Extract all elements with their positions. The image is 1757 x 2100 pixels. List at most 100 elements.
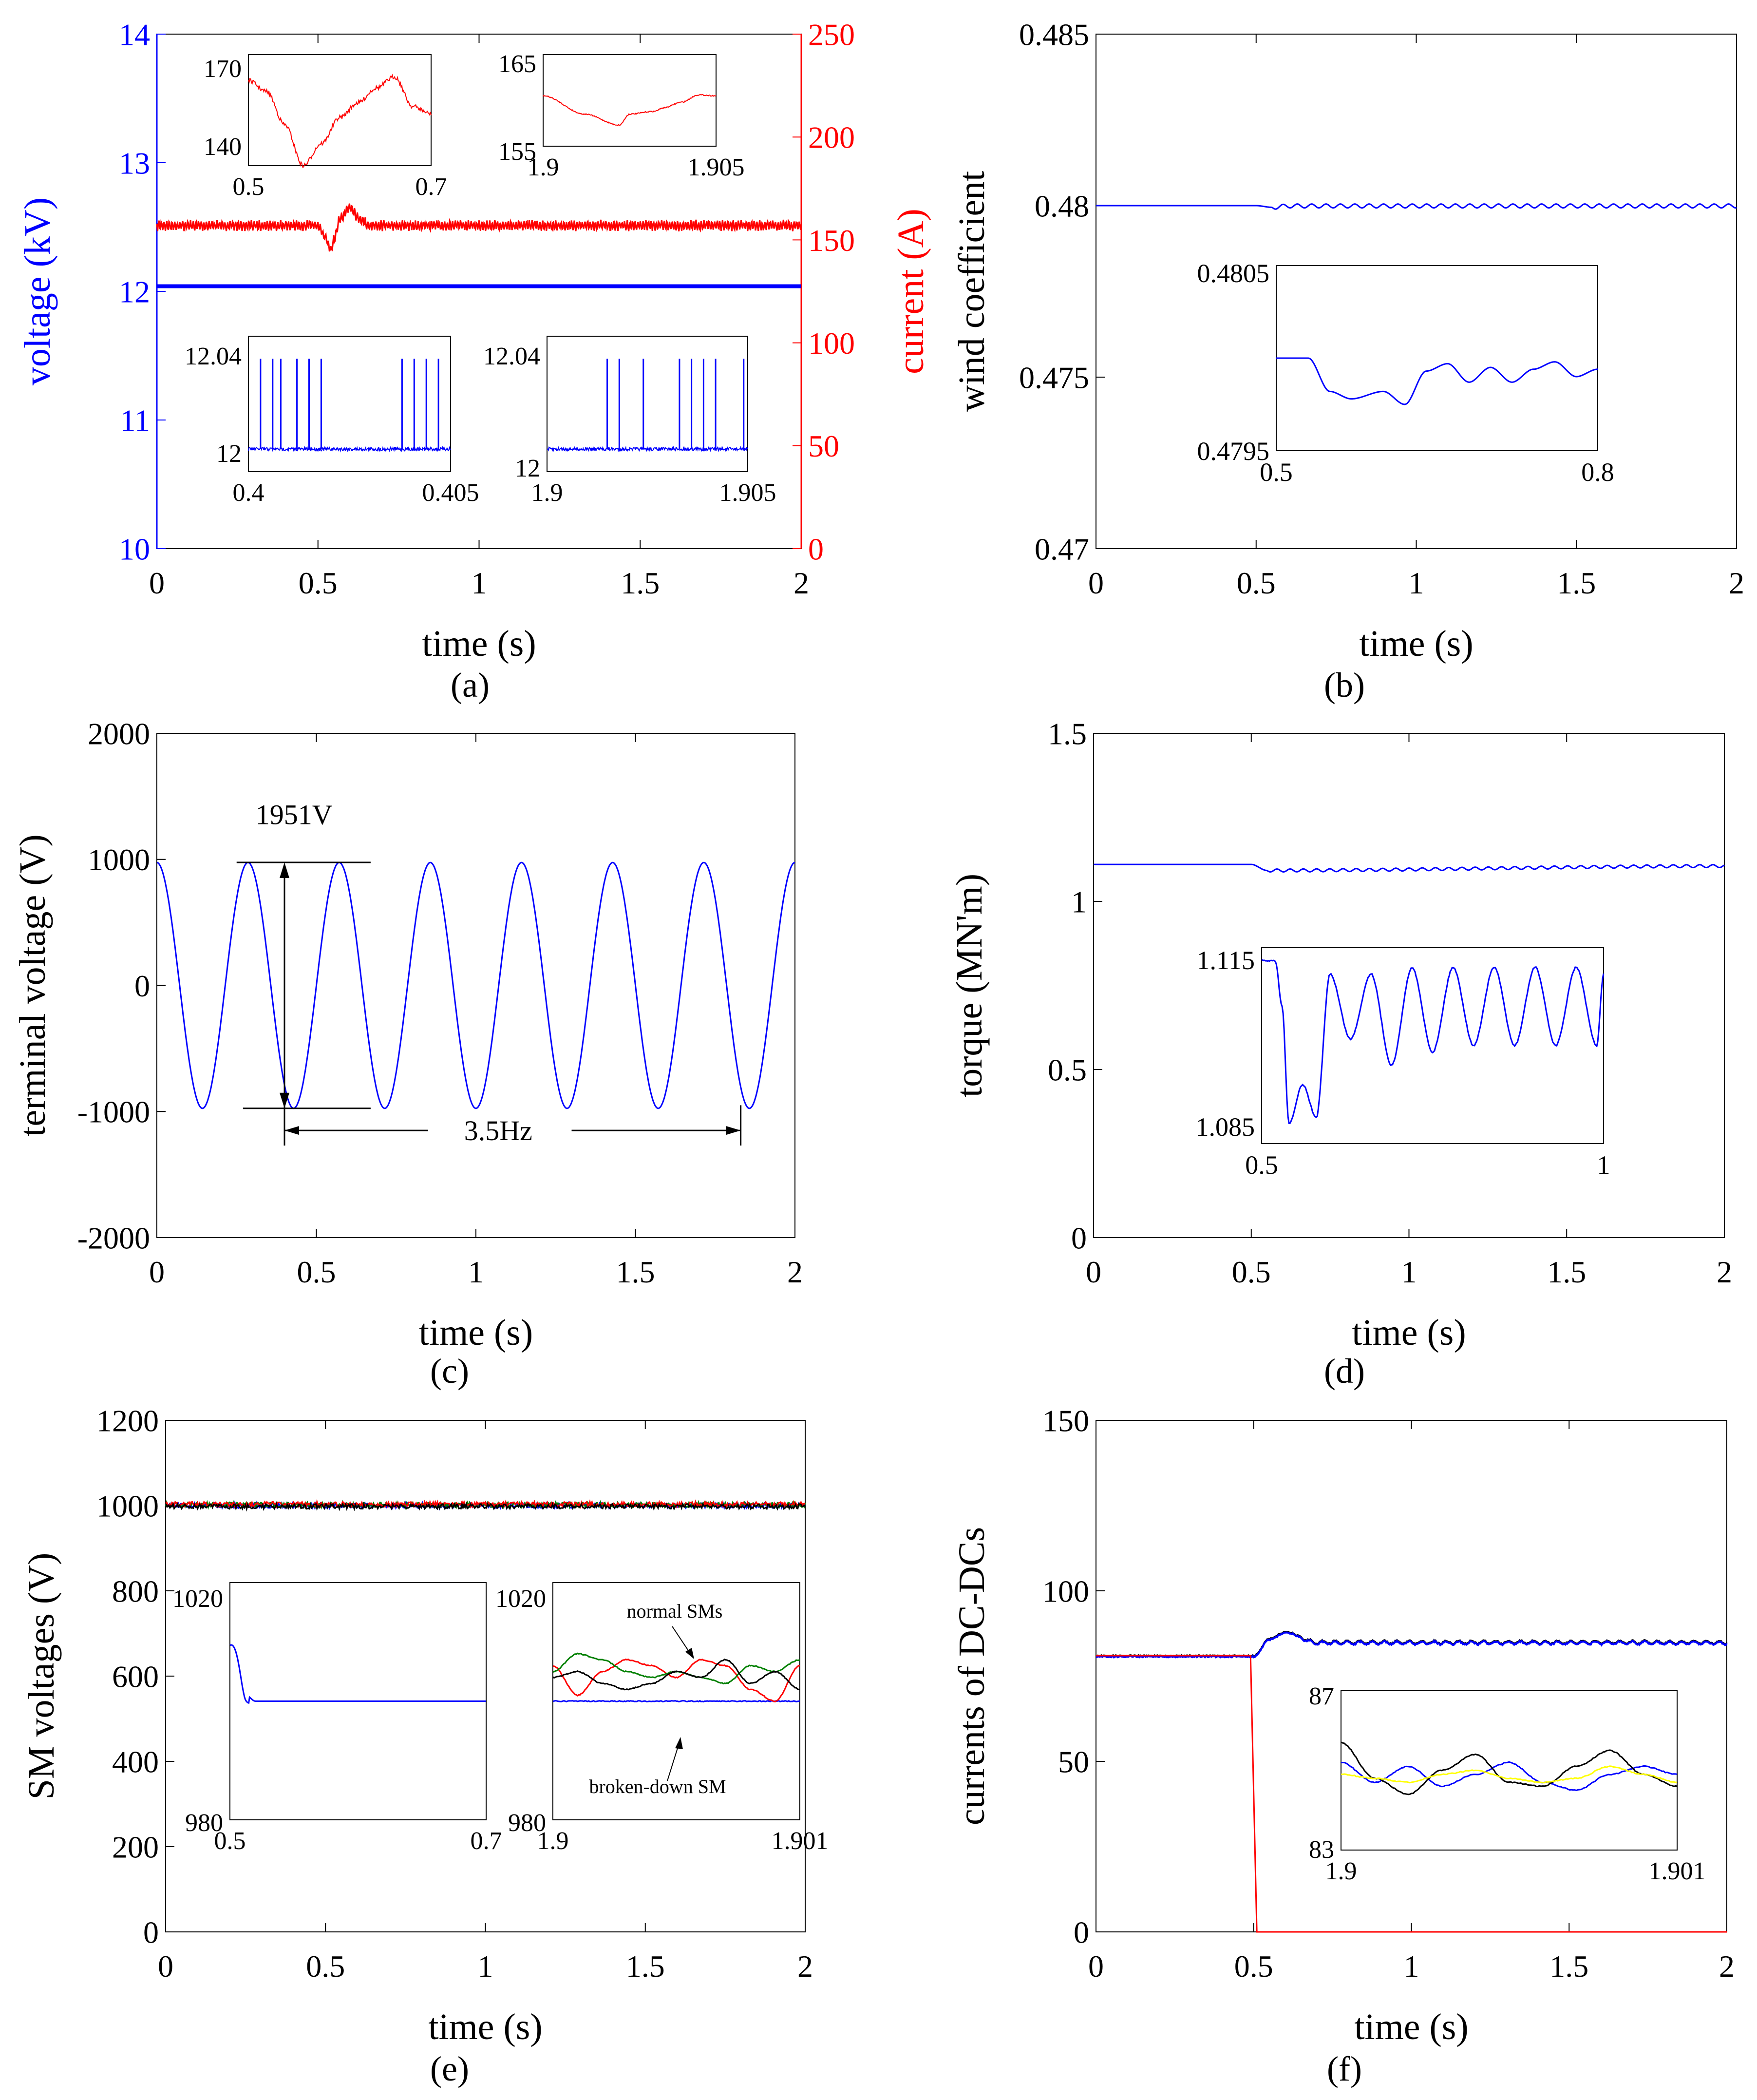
y-tick-label: 13 xyxy=(119,146,150,180)
x-tick-label: 0 xyxy=(1088,566,1104,600)
x-tick-label: 1.5 xyxy=(626,1949,665,1984)
y-tick-label: 400 xyxy=(112,1744,159,1779)
x-tick-label: 0.5 xyxy=(1237,566,1276,600)
inset-y-tick-label: 12.04 xyxy=(185,343,242,370)
inset-2: 0.4 0.405 12 12.04 xyxy=(185,336,479,507)
y-tick-label: 0.5 xyxy=(1048,1052,1087,1087)
y-tick-label: 0 xyxy=(143,1915,159,1949)
x-tick-label: 1 xyxy=(468,1255,484,1289)
x-tick-label: 2 xyxy=(797,1949,813,1984)
y-axis-label: torque (MN'm) xyxy=(949,874,990,1097)
inset-1: 1.9 1.905 155 165 xyxy=(498,50,745,181)
inset-y-tick-label: 980 xyxy=(185,1809,223,1837)
panel-label: (f) xyxy=(1327,2049,1362,2088)
y-tick-label: 0 xyxy=(1071,1221,1087,1255)
x-tick-label: 1.5 xyxy=(621,566,660,600)
x-tick-label: 0 xyxy=(149,566,165,600)
inset-noise-series xyxy=(248,445,451,453)
x-tick-label: 0 xyxy=(1086,1255,1101,1289)
inset-frame xyxy=(248,336,451,472)
y-tick-label: 200 xyxy=(112,1830,159,1864)
inset-x-tick-label: 1.9 xyxy=(528,153,559,181)
inset-x-tick-label: 1.9 xyxy=(1325,1857,1357,1885)
y-tick-label: 100 xyxy=(808,326,855,361)
inset-series-2 xyxy=(1341,1765,1678,1784)
inset-y-tick-label: 165 xyxy=(498,50,536,78)
inset-y-tick-label: 1020 xyxy=(172,1585,223,1613)
arrow-head-icon xyxy=(685,1648,694,1659)
x-tick-label: 1.5 xyxy=(1557,566,1596,600)
arrow-head-icon xyxy=(280,862,289,878)
x-tick-label: 0 xyxy=(149,1255,165,1289)
inset-x-tick-label: 0.7 xyxy=(416,173,447,201)
arrow-head-icon xyxy=(280,1092,289,1108)
x-axis-label: time (s) xyxy=(419,1312,533,1353)
y-axis-label: wind coefficient xyxy=(951,171,992,412)
y-tick-label: 1000 xyxy=(88,842,150,877)
inset-0: 0.5 0.7 980 1020 xyxy=(172,1582,502,1855)
wind-coefficient-series xyxy=(1096,203,1737,210)
x-tick-label: 1.5 xyxy=(616,1255,655,1289)
x-tick-label: 2 xyxy=(793,566,809,600)
inset-y-tick-label: 1020 xyxy=(495,1585,546,1613)
x-tick-label: 0 xyxy=(1088,1949,1104,1984)
inset-y-tick-label: 12 xyxy=(515,455,540,482)
inset-x-tick-label: 0.405 xyxy=(422,479,479,507)
y-tick-label: 50 xyxy=(1058,1744,1089,1779)
inset-y-tick-label: 12 xyxy=(216,440,242,468)
inset-x-tick-label: 0.5 xyxy=(1245,1150,1278,1180)
y-tick-label: 0.485 xyxy=(1019,17,1089,52)
x-tick-label: 1 xyxy=(1401,1255,1417,1289)
inset-series-1 xyxy=(1341,1741,1678,1795)
inset-y-tick-label: 0.4805 xyxy=(1197,259,1270,288)
torque-series xyxy=(1094,863,1725,873)
inset-x-tick-label: 1.901 xyxy=(772,1827,829,1855)
inset-x-tick-label: 1.905 xyxy=(719,479,776,507)
arrow-head-icon xyxy=(284,1126,299,1135)
y-tick-label: 0 xyxy=(134,969,150,1003)
annotation-label-3.5Hz: 3.5Hz xyxy=(464,1115,532,1146)
inset-series-3 xyxy=(552,1658,800,1691)
x-axis-label: time (s) xyxy=(1359,623,1473,664)
annotation-normal-sms: normal SMs xyxy=(627,1600,723,1622)
inset-x-tick-label: 1.901 xyxy=(1649,1857,1706,1885)
y-tick-label: -1000 xyxy=(77,1095,150,1129)
y-tick-label: 0 xyxy=(1074,1915,1089,1949)
x-tick-label: 0 xyxy=(158,1949,173,1984)
x-tick-label: 1 xyxy=(478,1949,493,1984)
y-tick-label: 12 xyxy=(119,274,150,309)
inset-series-1 xyxy=(552,1658,800,1702)
inset-series-0 xyxy=(229,1644,486,1704)
inset-0: 0.5 1 1.085 1.115 xyxy=(1196,946,1610,1180)
inset-series-0 xyxy=(552,1699,800,1703)
x-axis-label: time (s) xyxy=(1354,2006,1468,2047)
y-tick-label: 10 xyxy=(119,532,150,566)
x-tick-label: 1.5 xyxy=(1547,1255,1586,1289)
inset-x-tick-label: 1.9 xyxy=(537,1827,569,1855)
inset-frame xyxy=(547,336,748,472)
inset-x-tick-label: 0.7 xyxy=(471,1827,502,1855)
inset-y-tick-label: 155 xyxy=(498,138,536,166)
chart-panel-f: 0 0.5 1 1.5 2 0 50 100 150 time (s) currents of DC… xyxy=(951,1403,1735,2088)
y-tick-label: 11 xyxy=(120,403,150,438)
y-axis-label: voltage (kV) xyxy=(17,197,58,385)
panel-label: (c) xyxy=(430,1352,469,1391)
y-axis-label: SM voltages (V) xyxy=(21,1553,62,1800)
inset-y-tick-label: 170 xyxy=(204,55,242,83)
y-tick-label: 150 xyxy=(808,223,855,258)
x-tick-label: 2 xyxy=(787,1255,803,1289)
y-axis-label: currents of DC-DCs xyxy=(951,1527,992,1825)
annotation-broken-down-sm: broken-down SM xyxy=(589,1775,726,1797)
inset-1: 1.9 1.901 980 1020 normal SMs broken-down SM xyxy=(495,1582,829,1855)
plot-area xyxy=(1096,1420,1727,1932)
chart-panel-e: 0 0.5 1 1.5 2 0 200 400 600 800 1000 1200 time (s) SM… xyxy=(21,1403,829,2088)
y-tick-label: 1 xyxy=(1071,884,1087,919)
y-tick-label: 0.475 xyxy=(1019,360,1089,395)
inset-x-tick-label: 0.8 xyxy=(1581,458,1614,487)
inset-series xyxy=(543,94,717,126)
inset-y-tick-label: 87 xyxy=(1309,1682,1334,1710)
inset-x-tick-label: 1 xyxy=(1597,1150,1610,1180)
terminal-voltage-series xyxy=(156,861,795,1109)
